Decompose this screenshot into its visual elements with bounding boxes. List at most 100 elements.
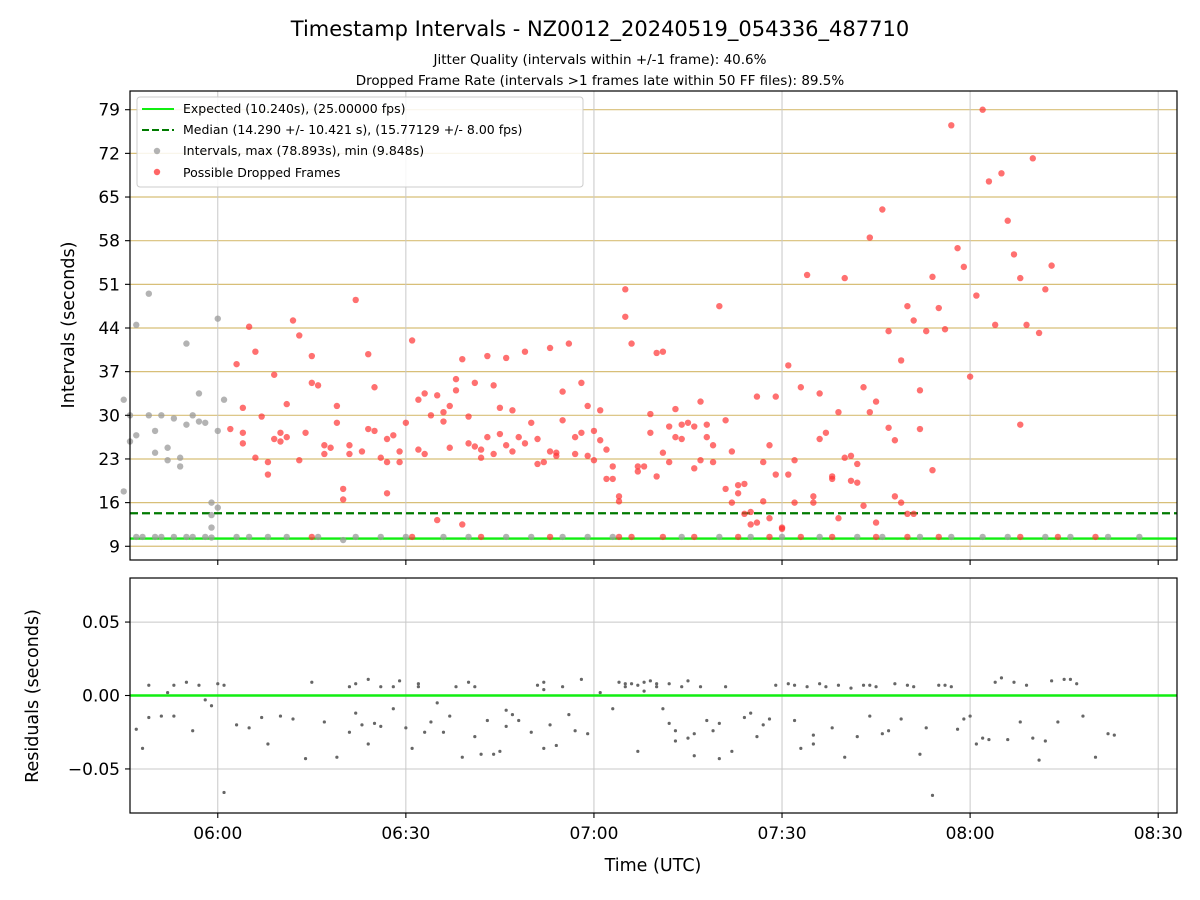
residual-point [880, 732, 884, 736]
residual-point [191, 729, 195, 733]
interval-point [145, 290, 153, 297]
residual-point [291, 717, 295, 721]
dropped-frame-point [985, 178, 993, 185]
dropped-frame-point [678, 421, 685, 428]
dropped-frame-point [734, 533, 742, 541]
dropped-frame-point [239, 404, 247, 412]
interval-point [1067, 533, 1074, 541]
residual-point [648, 679, 652, 683]
interval-point [584, 533, 591, 541]
dropped-frame-point [904, 510, 911, 518]
residual-point [554, 743, 558, 748]
residual-point [203, 698, 207, 702]
dropped-frame-point [1004, 217, 1011, 224]
residual-point [705, 718, 709, 723]
interval-point [176, 454, 184, 461]
dropped-frame-point [509, 448, 516, 455]
interval-point [151, 533, 159, 541]
dropped-frame-point [277, 438, 284, 445]
residual-point [172, 683, 176, 687]
dropped-frame-point [1010, 251, 1018, 258]
residual-point [598, 690, 602, 695]
dropped-frame-point [703, 433, 710, 441]
dropped-frame-point [885, 327, 892, 335]
interval-point [145, 412, 153, 419]
dropped-frame-point [722, 417, 729, 424]
dropped-frame-point [1054, 533, 1062, 541]
dropped-frame-point [810, 493, 817, 500]
dropped-frame-point [459, 355, 466, 363]
dropped-frame-point [578, 429, 585, 436]
residual-point [1075, 682, 1079, 686]
residual-point [134, 727, 138, 731]
intervals-y-tick-label: 79 [98, 101, 120, 121]
interval-point [208, 524, 215, 531]
residual-point [805, 685, 809, 689]
dropped-frame-point [590, 427, 598, 435]
dropped-frame-point [697, 457, 704, 464]
x-tick-label: 06:30 [381, 824, 430, 844]
dropped-frame-point [891, 437, 899, 444]
dropped-frame-point [252, 454, 259, 461]
dropped-frame-point [333, 419, 341, 426]
residual-point [818, 682, 822, 686]
residual-point [247, 726, 251, 730]
dropped-frame-point [440, 408, 447, 416]
residual-point [466, 680, 471, 684]
interval-point [133, 432, 140, 439]
dropped-frame-point [854, 479, 861, 486]
residual-point [366, 677, 370, 681]
interval-point [283, 533, 290, 541]
dropped-frame-point [534, 435, 541, 443]
dropped-frame-point [860, 502, 867, 509]
residual-point [1037, 758, 1041, 762]
residual-point [792, 718, 797, 723]
residual-point [209, 704, 214, 708]
residual-point [849, 686, 853, 690]
dropped-frame-point [352, 296, 359, 304]
interval-point [377, 533, 384, 541]
residual-point [172, 714, 176, 718]
dropped-frame-point [634, 463, 642, 470]
residual-point [937, 683, 941, 687]
dropped-frame-point [371, 384, 378, 391]
residual-point [686, 736, 690, 740]
dropped-frame-point [559, 417, 566, 424]
residual-point [692, 754, 696, 758]
dropped-frame-point [847, 477, 855, 484]
dropped-frame-point [283, 400, 290, 408]
residual-point [943, 683, 947, 687]
dropped-frame-point [296, 457, 303, 464]
interval-point [164, 444, 171, 451]
x-tick-label: 08:30 [1134, 824, 1183, 844]
dropped-frame-point [803, 271, 811, 279]
interval-point [158, 533, 165, 541]
dropped-frame-point [383, 490, 391, 497]
reference-lines [130, 512, 1177, 540]
dropped-frame-point [897, 499, 905, 506]
intervals-y-tick-label: 30 [98, 406, 120, 426]
interval-point [778, 533, 786, 541]
interval-point [183, 340, 190, 347]
dropped-frame-point [973, 292, 980, 299]
dropped-frame-point [816, 390, 823, 397]
residual-point [999, 676, 1004, 680]
dropped-frame-point [314, 382, 322, 389]
residual-point [260, 715, 264, 720]
residual-point [861, 683, 866, 687]
interval-point [339, 536, 347, 544]
dropped-frame-point [954, 244, 961, 252]
residual-point [335, 755, 339, 759]
legend-dropped-swatch [153, 168, 161, 176]
residual-point [811, 742, 815, 746]
residuals-y-ticks: 0.05 0.00 −0.05 [68, 613, 130, 780]
dropped-frame-point [490, 382, 497, 389]
dropped-frame-point [960, 263, 968, 271]
residual-point [473, 735, 477, 739]
dropped-frame-point [383, 435, 391, 443]
dropped-frame-point [446, 402, 453, 410]
residual-point [611, 707, 615, 711]
dropped-frame-point [991, 321, 999, 329]
interval-point [214, 315, 221, 322]
dropped-frame-point [578, 379, 585, 387]
